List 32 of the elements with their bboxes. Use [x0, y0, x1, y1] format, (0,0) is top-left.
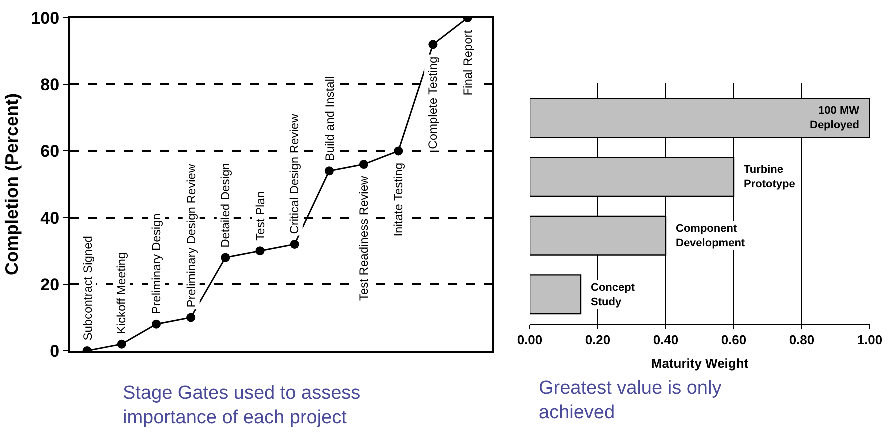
- category-label: Test Plan: [254, 191, 268, 241]
- x-tick-label: 0.00: [517, 332, 543, 348]
- x-tick-label: 0.20: [585, 332, 611, 348]
- y-tick-label: 0: [50, 342, 60, 361]
- y-tick-label: 60: [40, 142, 60, 162]
- category-label: Initate Testing: [391, 162, 406, 237]
- y-tick-label: 100: [31, 8, 60, 28]
- x-axis-title: Maturity Weight: [651, 356, 750, 372]
- text: Stage Gates used to assess importance of each project: [123, 383, 361, 429]
- y-tick-label: Concept Study: [591, 282, 636, 308]
- y-tick-label: Turbine Prototype: [744, 164, 796, 190]
- category-label: Test Readiness Review: [357, 176, 371, 302]
- y-tick-label: Component Development: [676, 223, 746, 250]
- x-tick-label: 0.60: [721, 332, 747, 348]
- x-tick-label: 1.00: [857, 332, 883, 348]
- y-tick-label: 40: [40, 208, 60, 228]
- category-label: Build and Install: [322, 76, 337, 162]
- y-axis-title: Completion (Percent): [2, 93, 22, 276]
- category-label: Preliminary Design Review: [184, 164, 198, 308]
- y-tick-label: 100 MW Deployed: [810, 105, 860, 132]
- text: Greatest value is only achieved: [539, 378, 722, 424]
- x-tick-label: 0.40: [653, 332, 679, 348]
- y-tick-label: 20: [40, 275, 60, 294]
- category-label: Preliminary Design: [150, 214, 164, 314]
- category-label: Detailed Design: [218, 163, 232, 248]
- category-label: Critical Design Review: [287, 114, 302, 234]
- category-label: Subcontract Signed: [80, 236, 95, 341]
- y-tick-label: 80: [40, 76, 60, 95]
- x-tick-label: 0.80: [789, 332, 815, 348]
- category-label: Complete Testing: [426, 56, 440, 150]
- category-label: Final Report: [460, 30, 475, 96]
- category-label: Kickoff Meeting: [114, 252, 129, 334]
